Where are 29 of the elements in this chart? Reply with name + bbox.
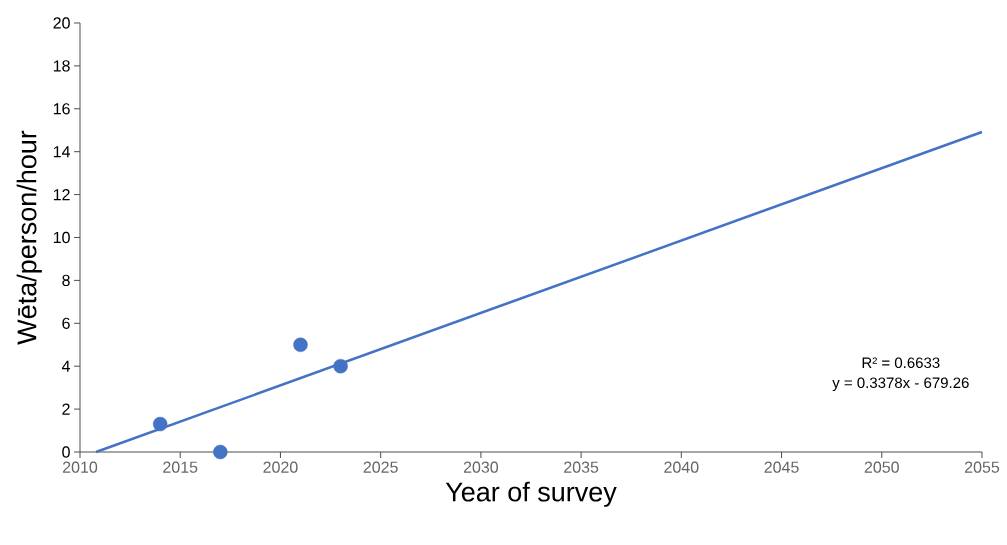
point — [293, 337, 308, 352]
annotation: R² = 0.6633 — [862, 357, 940, 369]
y-tick-label: 12 — [53, 189, 70, 201]
y-tick-label: 2 — [62, 403, 70, 415]
x-tick-label: 2020 — [263, 461, 298, 473]
y-tick-label: 10 — [53, 231, 70, 244]
y-tick-label: 18 — [53, 60, 70, 72]
y-tick-label: 16 — [53, 103, 70, 115]
x-tick-label: 2025 — [363, 461, 398, 473]
x-tick-label: 2030 — [463, 461, 499, 473]
y-tick-label: 8 — [62, 274, 70, 287]
x-tick-label: 2055 — [965, 461, 1000, 473]
x-tick-label: 2035 — [564, 461, 599, 473]
y-tick-label: 4 — [61, 360, 71, 372]
annotation: y = 0.3378x - 679.26 — [832, 377, 969, 391]
y-axis-title: Wēta/person/hour — [16, 130, 42, 345]
x-tick-label: 2050 — [864, 461, 899, 473]
point — [333, 358, 348, 374]
y-tick-label: 20 — [53, 17, 70, 29]
y-tick-label: 6 — [62, 317, 70, 329]
x-tick-label: 2040 — [664, 461, 699, 473]
x-tick-label: 2045 — [764, 461, 799, 473]
y-tick-label: 0 — [62, 446, 70, 458]
point — [152, 416, 168, 432]
x-tick-label: 2015 — [163, 461, 198, 473]
x-axis-title: Year of survey — [445, 481, 617, 507]
point — [213, 444, 228, 460]
y-tick-label: 14 — [53, 146, 71, 158]
x-tick-label: 2010 — [63, 461, 98, 473]
